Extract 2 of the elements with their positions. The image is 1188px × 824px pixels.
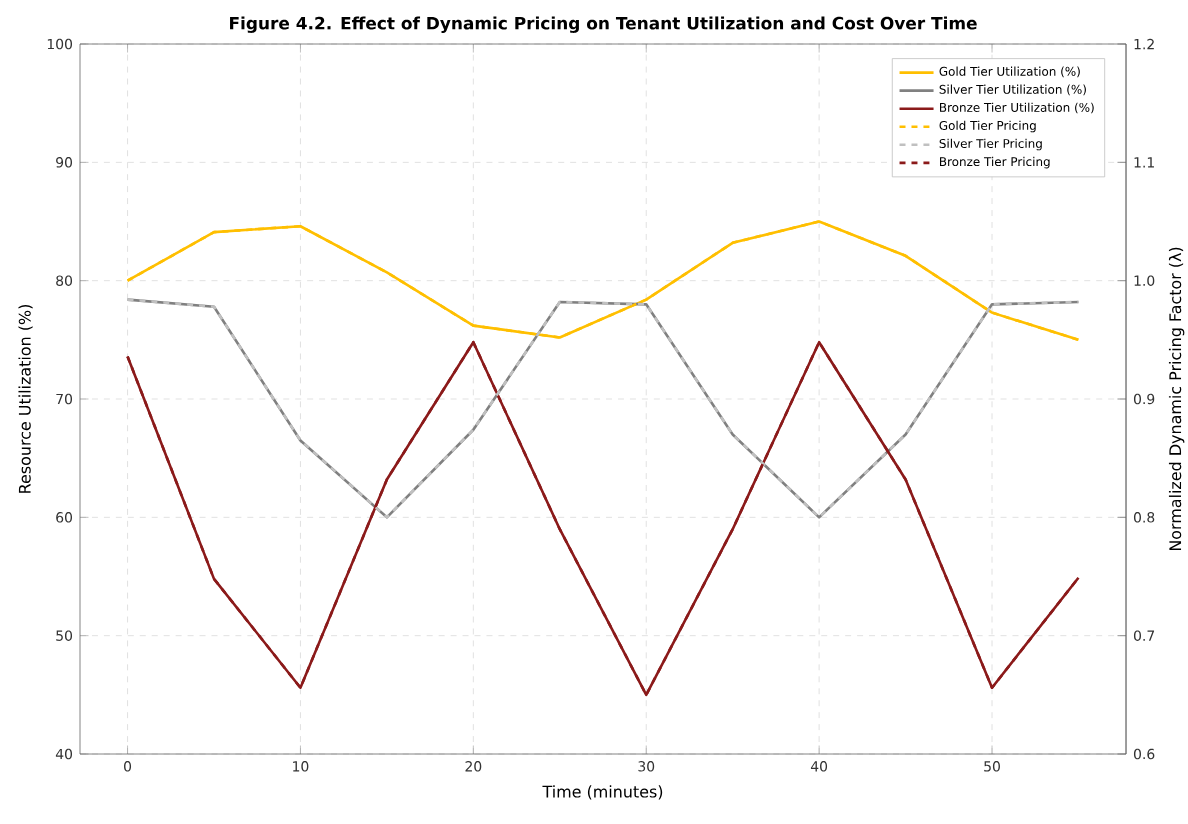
line-series — [126, 298, 1080, 519]
chart-title: Figure 4.2. Effect of Dynamic Pricing on Tenant Utilization and Cost Over Time — [230, 16, 977, 33]
